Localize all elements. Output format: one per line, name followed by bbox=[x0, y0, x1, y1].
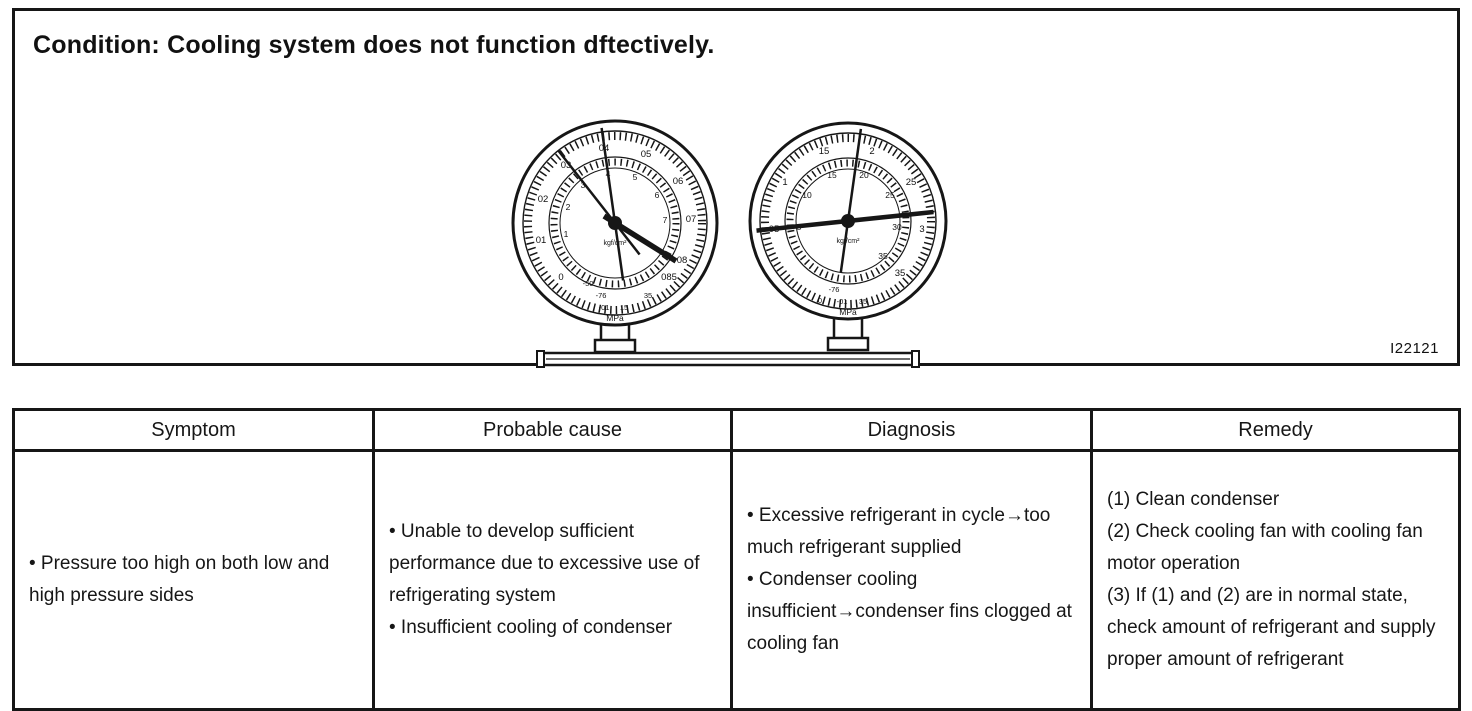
low-pressure-gauge: 0 01 02 03 04 05 06 07 08 085 1 2 3 4 5 … bbox=[511, 119, 719, 327]
gauge-label: 3 bbox=[581, 180, 586, 190]
left-gauge-collar bbox=[593, 338, 637, 354]
gauge-mid-ring bbox=[548, 156, 682, 290]
column-header-diagnosis: Diagnosis bbox=[730, 408, 1093, 452]
gauge-label: 35 bbox=[878, 251, 888, 261]
gauge-label: 07 bbox=[686, 214, 697, 225]
probable-cause-cell: • Unable to develop sufficient performan… bbox=[372, 449, 733, 711]
gauge-inner-ticks bbox=[550, 158, 680, 288]
diagnosis-cell: • Excessive refrigerant in cycle→too muc… bbox=[730, 449, 1093, 711]
gauge-label: 6 bbox=[655, 190, 660, 200]
gauge-label: 085 bbox=[661, 272, 677, 283]
high-pressure-gauge: 05 1 15 2 25 3 35 5 10 15 20 25 30 35 0 … bbox=[748, 121, 948, 321]
gauge-label: 3 bbox=[919, 224, 924, 235]
gauge-label: 2 bbox=[869, 146, 874, 157]
symptom-cell: • Pressure too high on both low and high… bbox=[12, 449, 375, 711]
gauge-outer-ticks bbox=[524, 132, 706, 314]
manifold-end-right bbox=[911, 350, 920, 368]
manifold-end-left bbox=[536, 350, 545, 368]
gauge-stand bbox=[536, 315, 920, 368]
gauge-label: 01 bbox=[536, 235, 547, 246]
remedy-text: (1) Clean condenser (2) Check cooling fa… bbox=[1107, 489, 1436, 670]
gauge-needle bbox=[557, 149, 641, 256]
gauge-label: 02 bbox=[538, 194, 549, 205]
gauge-hub bbox=[841, 214, 855, 228]
table-row: • Pressure too high on both low and high… bbox=[12, 449, 1461, 711]
gauge-label: -01 bbox=[599, 303, 610, 312]
gauge-label: 0 bbox=[558, 272, 563, 283]
gauge-label: 25 bbox=[906, 177, 917, 188]
gauge-label: -50 bbox=[583, 279, 594, 288]
gauge-mid-ring bbox=[784, 157, 912, 285]
gauge-label: 7 bbox=[663, 215, 668, 225]
gauge-inner-rim bbox=[759, 132, 937, 310]
condition-figure-box: Condition: Cooling system does not funct… bbox=[12, 8, 1460, 368]
symptom-text: • Pressure too high on both low and high… bbox=[29, 553, 330, 606]
gauge-inner-rim bbox=[522, 130, 708, 316]
gauge-label: 30 bbox=[892, 222, 902, 232]
gauge-label: 15 bbox=[620, 303, 628, 312]
gauge-label: 35 bbox=[895, 268, 906, 279]
gauge-label: -01 bbox=[837, 297, 848, 306]
probable-cause-text: • Unable to develop sufficient performan… bbox=[389, 521, 700, 638]
gauge-label: 15 bbox=[827, 170, 837, 180]
gauge-label: 05 bbox=[641, 149, 652, 160]
table-header-row: Symptom Probable cause Diagnosis Remedy bbox=[12, 408, 1461, 452]
gauge-label: -76 bbox=[829, 285, 840, 294]
pressure-gauges-figure: 0 01 02 03 04 05 06 07 08 085 1 2 3 4 5 … bbox=[511, 119, 948, 368]
gauge-inner-ticks bbox=[786, 159, 910, 283]
gauge-label: -76 bbox=[596, 291, 607, 300]
gauge-unit-label: MPa bbox=[606, 313, 624, 323]
gauge-label: 35 bbox=[644, 291, 652, 300]
gauge-label: 25 bbox=[885, 190, 895, 200]
gauge-inner-ring bbox=[559, 167, 671, 279]
gauge-label: 06 bbox=[673, 176, 684, 187]
gauge-needle bbox=[839, 128, 863, 273]
gauge-hub bbox=[608, 216, 622, 230]
gauge-center-label: kgf/cm² bbox=[604, 240, 628, 247]
gauge-label: 08 bbox=[677, 255, 688, 266]
diagnosis-text: • Excessive refrigerant in cycle→too muc… bbox=[747, 505, 1072, 654]
gauge-label: 10 bbox=[802, 190, 812, 200]
gauge-label: 03 bbox=[561, 160, 572, 171]
column-header-probable-cause: Probable cause bbox=[372, 408, 733, 452]
right-gauge-collar bbox=[826, 336, 870, 352]
gauge-label: 20 bbox=[859, 170, 869, 180]
gauge-label: 1 bbox=[564, 229, 569, 239]
gauge-label: 5 bbox=[633, 172, 638, 182]
column-header-remedy: Remedy bbox=[1090, 408, 1461, 452]
column-header-symptom: Symptom bbox=[12, 408, 375, 452]
gauge-inner-ring bbox=[795, 168, 901, 274]
condition-heading: Condition: Cooling system does not funct… bbox=[33, 31, 715, 59]
gauge-label: 35 bbox=[859, 297, 867, 306]
gauge-label: 15 bbox=[819, 146, 830, 157]
gauge-label: 0 bbox=[818, 296, 822, 305]
gauge-center-label: kgf/cm² bbox=[837, 238, 861, 245]
gauge-outer-ticks bbox=[761, 134, 935, 308]
gauge-unit-label: MPa bbox=[839, 307, 857, 317]
gauge-label: 1 bbox=[782, 177, 787, 188]
gauge-needle bbox=[600, 127, 625, 281]
remedy-cell: (1) Clean condenser (2) Check cooling fa… bbox=[1090, 449, 1461, 711]
figure-id: I22121 bbox=[1390, 340, 1439, 357]
troubleshooting-table: Symptom Probable cause Diagnosis Remedy … bbox=[12, 408, 1461, 711]
gauge-label: 2 bbox=[566, 202, 571, 212]
